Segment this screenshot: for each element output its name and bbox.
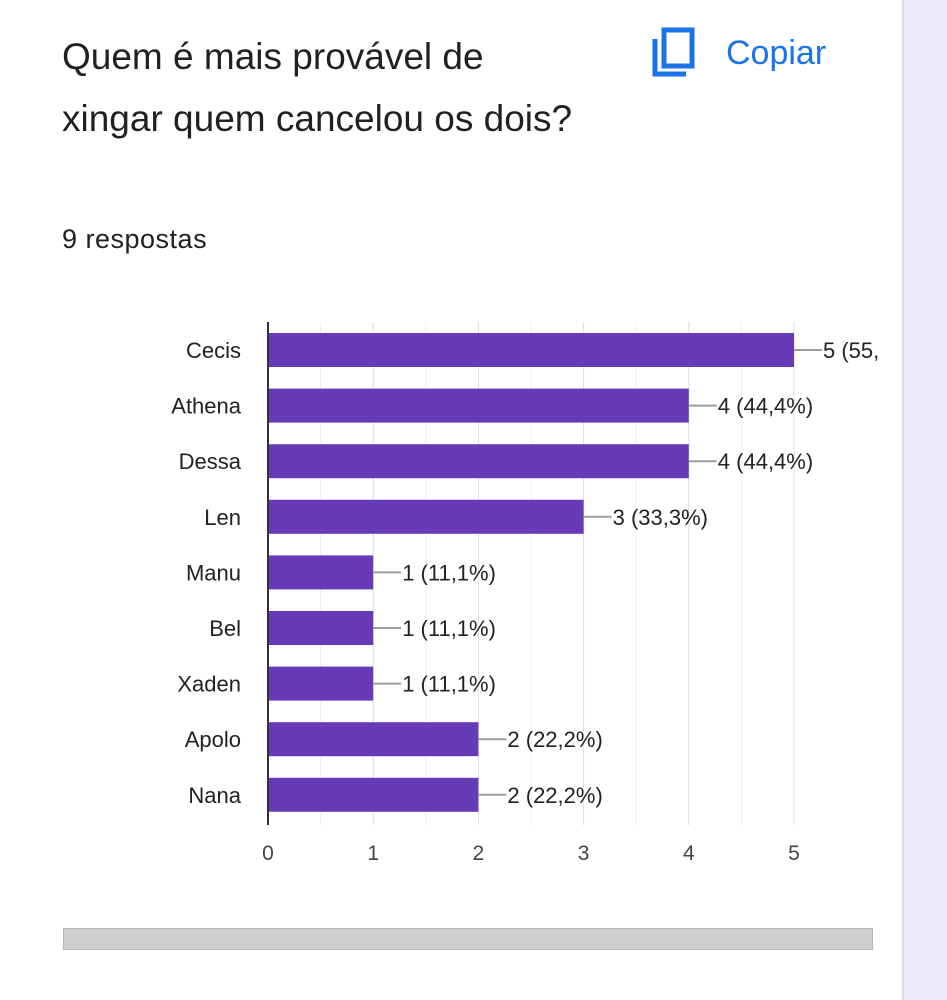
response-card: Quem é mais provável de xingar quem canc… [0,0,904,1000]
copy-label: Copiar [726,33,827,72]
x-tick-label: 1 [367,842,379,865]
x-tick-label: 5 [788,842,800,865]
x-tick-label: 4 [683,842,695,865]
category-label: Nana [188,783,241,808]
category-label: Apolo [185,727,241,752]
data-label: 2 (22,2%) [507,727,602,752]
data-label: 1 (11,1%) [402,672,496,697]
data-label: 4 (44,4%) [718,449,813,474]
bar-chart: 0 1 2 3 4 5 Cecis 5 (55,6%) Athena 4 (44,4%) Dessa… [171,322,880,865]
category-label: Len [204,505,241,530]
bar[interactable] [268,333,794,367]
category-label: Cecis [186,338,241,363]
bar[interactable] [268,611,374,645]
bar[interactable] [268,444,689,479]
copy-button[interactable]: Copiar [650,27,826,79]
bar[interactable] [268,388,689,423]
question-title: Quem é mais provável de xingar quem canc… [62,36,573,139]
category-label: Dessa [179,449,242,474]
data-label: 5 (55,6%) [823,338,880,363]
x-tick-label: 0 [262,842,274,865]
bar[interactable] [268,666,374,701]
chart-area: 0 1 2 3 4 5 Cecis 5 (55,6%) Athena 4 (44,4%) Dessa… [0,300,880,880]
bar[interactable] [268,777,479,812]
category-label: Athena [171,394,241,419]
bar[interactable] [268,499,584,534]
response-count: 9 respostas [62,224,208,254]
category-label: Manu [186,560,241,585]
bar[interactable] [268,555,374,590]
category-label: Bel [209,616,241,641]
data-label: 3 (33,3%) [613,505,708,530]
category-label: Xaden [177,672,241,697]
data-label: 4 (44,4%) [718,394,813,419]
data-label: 1 (11,1%) [402,616,496,641]
bar[interactable] [268,722,479,757]
data-label: 2 (22,2%) [507,783,602,808]
data-label: 1 (11,1%) [402,560,496,585]
copy-icon [652,27,695,77]
horizontal-scrollbar[interactable] [63,928,873,950]
x-tick-label: 2 [473,842,485,865]
x-tick-label: 3 [578,842,590,865]
